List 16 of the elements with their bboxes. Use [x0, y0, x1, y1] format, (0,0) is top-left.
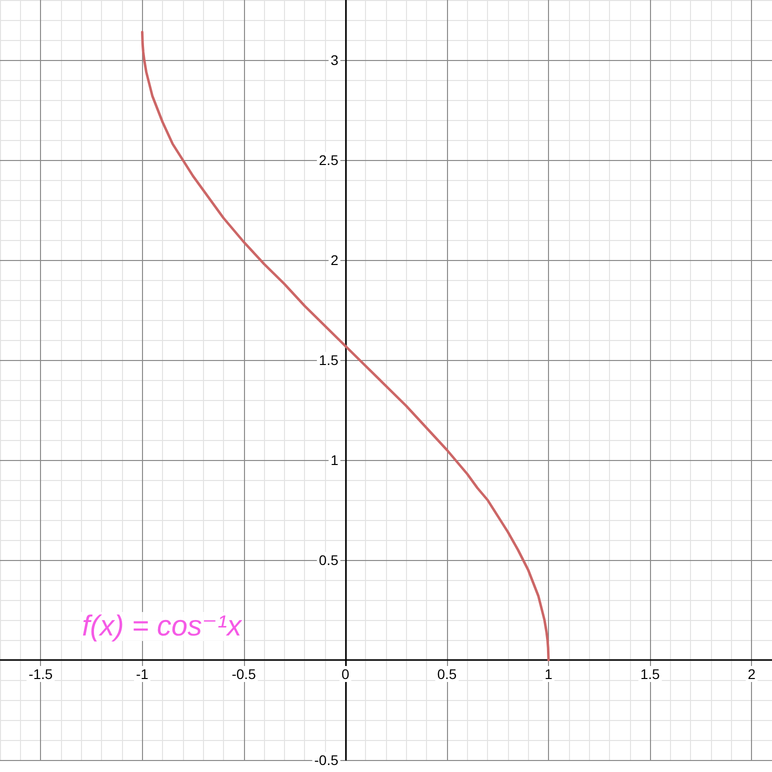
x-tick-label: -1.5: [28, 666, 53, 682]
y-tick-label: 1.5: [318, 352, 339, 368]
x-tick-label: 1: [544, 666, 553, 682]
x-tick-label: -0.5: [232, 666, 256, 682]
annotation: f(x) = cos⁻¹x: [82, 610, 244, 642]
x-tick-label: -1: [136, 666, 149, 682]
x-tick-label: 0.5: [437, 666, 457, 682]
y-tick-label: 2.5: [318, 152, 339, 168]
y-tick-label: 0.5: [318, 552, 339, 568]
x-tick-label: 0: [341, 666, 350, 682]
y-tick-label: -0.5: [314, 752, 339, 768]
x-tick-label: 1.5: [640, 666, 660, 682]
y-tick-label: 1: [330, 452, 339, 468]
x-tick-label: 2: [748, 666, 756, 682]
y-tick-label: 3: [330, 52, 339, 68]
y-tick-label: 2: [330, 252, 339, 268]
